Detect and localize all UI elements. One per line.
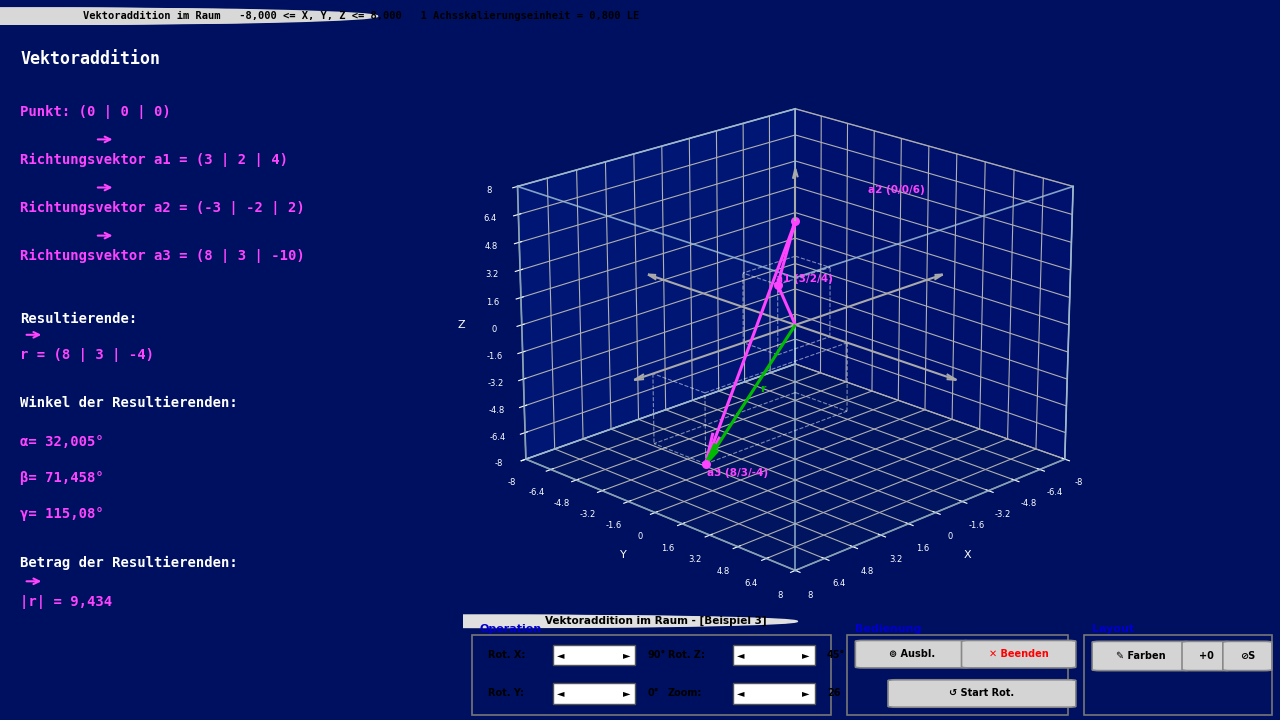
Text: Punkt: (0 | 0 | 0): Punkt: (0 | 0 | 0) (20, 104, 172, 119)
Text: Layout: Layout (1092, 624, 1134, 634)
Text: Betrag der Resultierenden:: Betrag der Resultierenden: (20, 555, 238, 570)
Circle shape (189, 616, 762, 627)
Text: Richtungsvektor a1 = (3 | 2 | 4): Richtungsvektor a1 = (3 | 2 | 4) (20, 153, 288, 167)
FancyBboxPatch shape (888, 680, 1076, 707)
Text: ⊚ Ausbl.: ⊚ Ausbl. (890, 649, 936, 660)
Text: Vektoraddition im Raum - [Beispiel 3]: Vektoraddition im Raum - [Beispiel 3] (545, 616, 767, 626)
Text: Resultierende:: Resultierende: (20, 312, 138, 326)
Text: ✎ Farben: ✎ Farben (1116, 651, 1166, 661)
Text: α= 32,005°: α= 32,005° (20, 435, 104, 449)
Text: ◄: ◄ (557, 650, 564, 660)
Text: ►: ► (803, 688, 810, 698)
Y-axis label: Y: Y (620, 550, 626, 560)
Text: ⊘S: ⊘S (1240, 651, 1254, 661)
Text: Richtungsvektor a3 = (8 | 3 | -10): Richtungsvektor a3 = (8 | 3 | -10) (20, 249, 305, 263)
FancyBboxPatch shape (1092, 642, 1190, 670)
Circle shape (225, 616, 797, 627)
Text: 45°: 45° (827, 650, 845, 660)
Bar (733, 683, 814, 703)
Text: ↺ Start Rot.: ↺ Start Rot. (950, 688, 1015, 698)
Text: γ= 115,08°: γ= 115,08° (20, 508, 104, 521)
Text: ◄: ◄ (737, 688, 745, 698)
Text: ►: ► (803, 650, 810, 660)
Text: |r| = 9,434: |r| = 9,434 (20, 595, 113, 608)
FancyBboxPatch shape (855, 641, 970, 668)
Text: β= 71,458°: β= 71,458° (20, 472, 104, 485)
FancyBboxPatch shape (1181, 642, 1231, 670)
Text: Bedienung: Bedienung (855, 624, 922, 634)
Circle shape (207, 616, 780, 627)
Text: Rot. Y:: Rot. Y: (488, 688, 524, 698)
Text: Vektoraddition: Vektoraddition (20, 50, 160, 68)
Text: Winkel der Resultierenden:: Winkel der Resultierenden: (20, 396, 238, 410)
Circle shape (0, 8, 355, 24)
Text: ◄: ◄ (737, 650, 745, 660)
Bar (553, 645, 635, 665)
Text: Rot. X:: Rot. X: (488, 650, 525, 660)
Circle shape (0, 8, 332, 24)
Text: Vektoraddition im Raum   -8,000 <= X, Y, Z <= 8,000   1 Achsskalierungseinheit =: Vektoraddition im Raum -8,000 <= X, Y, Z… (83, 12, 640, 21)
Text: ◄: ◄ (557, 688, 564, 698)
Text: 26: 26 (827, 688, 840, 698)
FancyBboxPatch shape (961, 641, 1076, 668)
Text: Rot. Z:: Rot. Z: (668, 650, 704, 660)
Circle shape (0, 8, 378, 24)
X-axis label: X: X (964, 550, 972, 560)
Text: Operation: Operation (480, 624, 541, 634)
Text: ►: ► (622, 688, 630, 698)
Bar (553, 683, 635, 703)
Text: Richtungsvektor a2 = (-3 | -2 | 2): Richtungsvektor a2 = (-3 | -2 | 2) (20, 201, 305, 215)
Text: ►: ► (622, 650, 630, 660)
Text: ✕ Beenden: ✕ Beenden (989, 649, 1048, 660)
Text: +0: +0 (1199, 651, 1213, 661)
FancyBboxPatch shape (1222, 642, 1272, 670)
Text: 0°: 0° (648, 688, 659, 698)
Text: Zoom:: Zoom: (668, 688, 701, 698)
Bar (733, 645, 814, 665)
Text: r = (8 | 3 | -4): r = (8 | 3 | -4) (20, 348, 155, 362)
Text: 90°: 90° (648, 650, 666, 660)
